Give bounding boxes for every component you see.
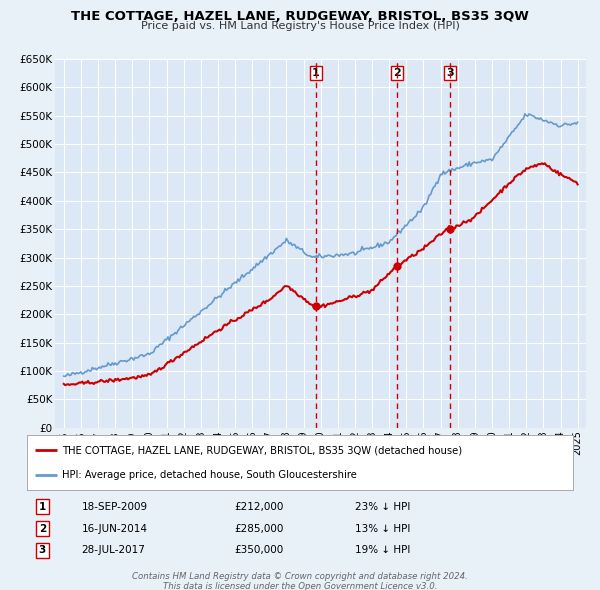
- Text: 3: 3: [38, 545, 46, 555]
- Text: 3: 3: [446, 68, 454, 78]
- Text: 1: 1: [38, 502, 46, 512]
- Text: 18-SEP-2009: 18-SEP-2009: [82, 502, 148, 512]
- Text: £285,000: £285,000: [235, 524, 284, 533]
- Text: 2: 2: [38, 524, 46, 533]
- Text: 2: 2: [393, 68, 401, 78]
- Text: 23% ↓ HPI: 23% ↓ HPI: [355, 502, 410, 512]
- Text: £350,000: £350,000: [235, 545, 284, 555]
- Text: 1: 1: [312, 68, 320, 78]
- Text: THE COTTAGE, HAZEL LANE, RUDGEWAY, BRISTOL, BS35 3QW (detached house): THE COTTAGE, HAZEL LANE, RUDGEWAY, BRIST…: [62, 445, 463, 455]
- Text: 16-JUN-2014: 16-JUN-2014: [82, 524, 148, 533]
- Text: HPI: Average price, detached house, South Gloucestershire: HPI: Average price, detached house, Sout…: [62, 470, 358, 480]
- Text: This data is licensed under the Open Government Licence v3.0.: This data is licensed under the Open Gov…: [163, 582, 437, 590]
- Text: 13% ↓ HPI: 13% ↓ HPI: [355, 524, 410, 533]
- Text: 19% ↓ HPI: 19% ↓ HPI: [355, 545, 410, 555]
- Text: 28-JUL-2017: 28-JUL-2017: [82, 545, 145, 555]
- Text: Contains HM Land Registry data © Crown copyright and database right 2024.: Contains HM Land Registry data © Crown c…: [132, 572, 468, 581]
- Text: Price paid vs. HM Land Registry's House Price Index (HPI): Price paid vs. HM Land Registry's House …: [140, 21, 460, 31]
- Text: THE COTTAGE, HAZEL LANE, RUDGEWAY, BRISTOL, BS35 3QW: THE COTTAGE, HAZEL LANE, RUDGEWAY, BRIST…: [71, 10, 529, 23]
- Text: £212,000: £212,000: [235, 502, 284, 512]
